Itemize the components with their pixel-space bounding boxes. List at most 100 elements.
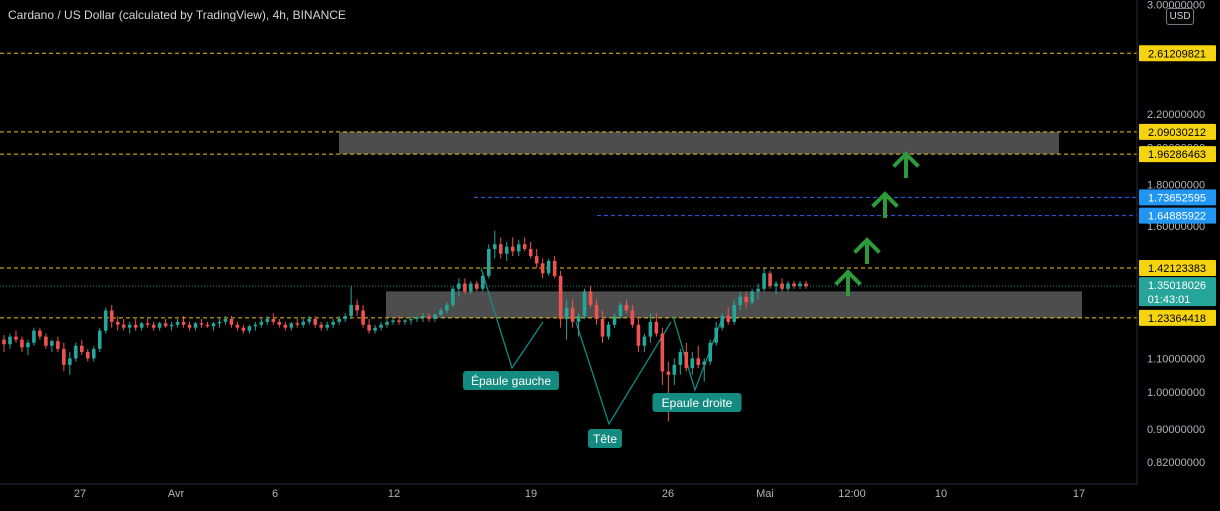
candle-body	[469, 283, 473, 292]
pattern-label-text: Epaule droite	[662, 396, 733, 410]
candle-body	[540, 263, 545, 274]
candle-body	[20, 339, 24, 348]
levels-layer	[0, 52, 1137, 319]
y-tick-label: 1.80000000	[1147, 180, 1205, 192]
price-tag-1.73652595: 1.73652595	[1139, 189, 1216, 206]
y-tick-label: 1.10000000	[1147, 353, 1205, 365]
candle-body	[391, 320, 395, 322]
candle-body	[289, 323, 294, 328]
candle-body	[181, 321, 186, 325]
candle-body	[660, 333, 665, 372]
candle-body	[445, 304, 449, 311]
candle-body	[163, 323, 168, 327]
candle-body	[235, 324, 240, 328]
chart-title: Cardano / US Dollar (calculated by Tradi…	[8, 8, 346, 22]
x-tick-label: 12	[388, 488, 400, 500]
candle-body	[68, 358, 72, 365]
candle-body	[576, 316, 581, 322]
price-tag-text: 1.73652595	[1148, 192, 1206, 204]
candle-body	[205, 324, 210, 327]
up-arrow-icon	[892, 151, 920, 168]
y-tick-label: 2.20000000	[1147, 109, 1205, 121]
price-tag-bg	[1139, 123, 1216, 140]
candle-body	[564, 307, 569, 319]
current-price-text: 1.35018026	[1148, 280, 1206, 292]
candle-body	[115, 321, 120, 325]
resistance-zone	[339, 131, 1059, 155]
price-tag-bg	[1139, 45, 1216, 62]
candle-body	[283, 324, 288, 328]
candle-body	[349, 304, 353, 317]
candle-body	[642, 336, 647, 346]
price-tag-1.96286463: 1.96286463	[1139, 146, 1216, 163]
candle-body	[504, 246, 509, 254]
candle-body	[498, 244, 503, 254]
pattern-label-text: Épaule gauche	[471, 373, 551, 388]
candle-body	[259, 321, 264, 325]
price-tags-layer: 2.61209821 2.09030212 1.96286463 1.73652595…	[1139, 45, 1216, 326]
x-tick-label: 10	[935, 488, 947, 500]
candle-body	[768, 273, 772, 287]
candle-body	[516, 244, 521, 252]
candle-body	[2, 339, 6, 345]
x-tick-label: 27	[74, 488, 86, 500]
candle-body	[295, 323, 300, 325]
candle-body	[624, 304, 629, 311]
price-tag-2.61209821: 2.61209821	[1139, 45, 1216, 62]
pattern-label-0: Épaule gauche	[463, 371, 559, 390]
up-arrow-icon	[834, 269, 862, 286]
candle-body	[355, 304, 359, 311]
candle-body	[403, 320, 407, 322]
candle-body	[367, 324, 371, 331]
candle-body	[558, 275, 563, 319]
candle-body	[319, 324, 324, 328]
candle-body	[678, 352, 683, 365]
candle-body	[313, 318, 318, 325]
candle-body	[684, 352, 689, 369]
candle-body	[528, 248, 533, 257]
candle-body	[80, 345, 84, 353]
price-tag-text: 1.42123383	[1148, 263, 1206, 275]
candle-body	[756, 288, 760, 292]
candle-body	[133, 324, 138, 328]
price-tag-bg	[1139, 146, 1216, 163]
candle-body	[26, 342, 30, 348]
candle-body	[397, 320, 401, 322]
candle-body	[774, 283, 778, 287]
candle-body	[325, 324, 329, 328]
current-price-tag: 1.35018026 01:43:01	[1139, 277, 1216, 307]
candle-body	[50, 341, 54, 346]
candle-body	[409, 318, 413, 321]
candle-body	[14, 336, 18, 340]
candle-body	[732, 304, 736, 322]
candle-body	[97, 330, 102, 349]
pattern-outline-2	[672, 315, 724, 393]
candle-body	[74, 345, 78, 359]
candle-body	[457, 283, 461, 289]
y-tick-label: 1.00000000	[1147, 387, 1205, 399]
up-arrow-icon	[871, 191, 899, 208]
candle-body	[301, 321, 306, 325]
y-tick-label: 0.82000000	[1147, 457, 1205, 469]
candle-body	[62, 348, 66, 365]
candle-body	[85, 352, 90, 359]
y-tick-label: 0.90000000	[1147, 424, 1205, 436]
candle-body	[379, 324, 383, 328]
candle-body	[546, 260, 551, 274]
candle-body	[630, 310, 635, 325]
candle-body	[654, 321, 659, 334]
candle-body	[666, 371, 671, 375]
candle-body	[588, 291, 593, 305]
pattern-label-bg	[463, 371, 559, 390]
candle-body	[32, 330, 36, 343]
x-tick-label: Mai	[756, 488, 774, 500]
candle-body	[672, 364, 677, 375]
price-tag-text: 1.64885922	[1148, 211, 1206, 223]
candle-body	[127, 324, 132, 328]
currency-badge[interactable]: USD	[1166, 8, 1194, 25]
candle-body	[38, 330, 42, 337]
candle-body	[421, 316, 425, 318]
pattern-label-2: Epaule droite	[652, 393, 742, 412]
